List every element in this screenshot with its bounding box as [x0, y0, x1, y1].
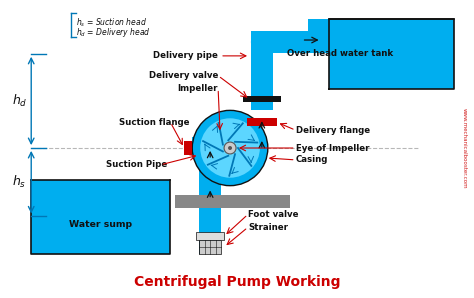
Text: Eye of Impeller: Eye of Impeller — [296, 144, 369, 153]
Text: Casing: Casing — [296, 155, 328, 164]
Text: Foot valve: Foot valve — [248, 210, 299, 219]
Circle shape — [224, 142, 236, 154]
Bar — [243, 95, 281, 103]
Bar — [31, 180, 170, 254]
Bar — [251, 31, 273, 53]
Bar — [247, 118, 277, 126]
Text: Delivery valve: Delivery valve — [149, 71, 218, 80]
Bar — [329, 19, 454, 89]
Bar — [192, 137, 221, 159]
Circle shape — [251, 31, 273, 53]
Bar — [251, 91, 273, 105]
Bar — [199, 216, 221, 254]
Bar — [199, 240, 221, 254]
Bar — [199, 135, 221, 180]
Circle shape — [192, 110, 268, 186]
Text: Delivery flange: Delivery flange — [296, 126, 370, 135]
Text: $h_d$ = Delivery head: $h_d$ = Delivery head — [76, 26, 151, 39]
Text: Impeller: Impeller — [178, 84, 218, 93]
Bar — [184, 141, 192, 155]
Bar — [175, 195, 290, 208]
Bar — [199, 137, 221, 159]
Text: www.mechanicalbooster.com: www.mechanicalbooster.com — [462, 108, 467, 188]
Text: Over head water tank: Over head water tank — [287, 49, 393, 58]
Text: Delivery pipe: Delivery pipe — [153, 51, 218, 60]
Circle shape — [228, 146, 232, 150]
Bar — [199, 224, 221, 254]
Circle shape — [200, 118, 260, 178]
Text: Strainer: Strainer — [248, 223, 288, 232]
Bar — [273, 31, 329, 53]
Text: Water sump: Water sump — [69, 220, 132, 229]
Text: $h_s$ = Suction head: $h_s$ = Suction head — [76, 16, 147, 29]
Bar — [308, 19, 329, 31]
Text: $h_s$: $h_s$ — [12, 174, 27, 190]
Circle shape — [210, 137, 232, 159]
Bar — [196, 232, 224, 240]
Text: Centrifugal Pump Working: Centrifugal Pump Working — [134, 275, 340, 289]
Bar — [251, 31, 273, 109]
Bar — [251, 53, 273, 110]
Text: Suction flange: Suction flange — [118, 118, 189, 127]
Text: Suction Pipe: Suction Pipe — [106, 160, 167, 169]
Bar — [199, 130, 221, 216]
Text: $h_d$: $h_d$ — [11, 93, 27, 109]
